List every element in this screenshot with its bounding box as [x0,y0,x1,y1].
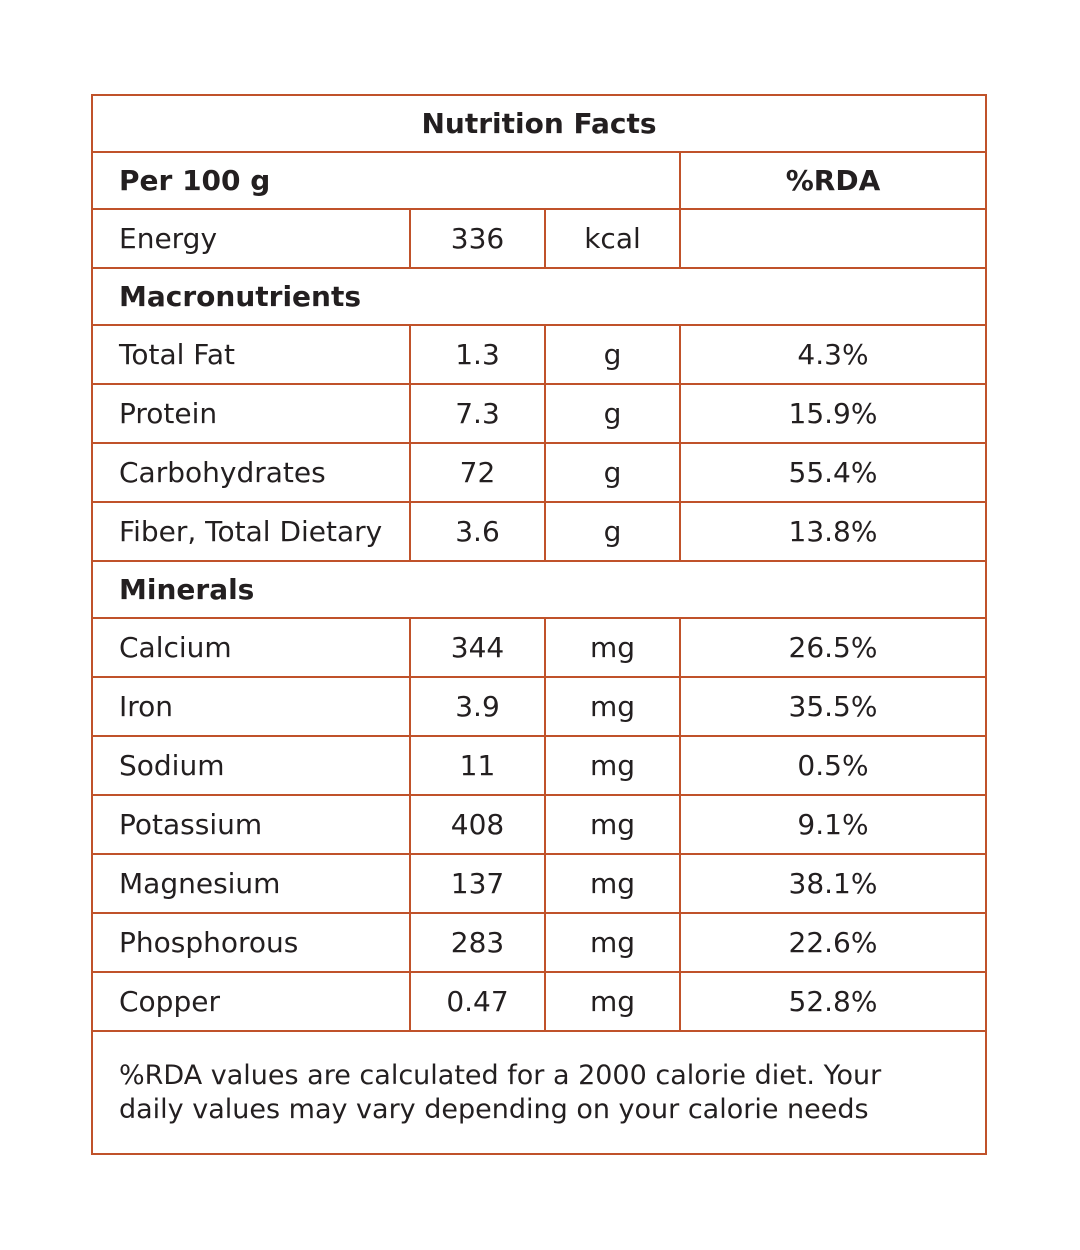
nutrient-value: 3.6 [409,501,546,562]
nutrient-value: 344 [409,617,546,678]
nutrient-name: Copper [91,971,411,1032]
nutrient-rda: 4.3% [679,324,987,385]
nutrient-name: Phosphorous [91,912,411,973]
nutrient-name: Carbohydrates [91,442,411,503]
nutrient-value: 0.47 [409,971,546,1032]
nutrient-name: Fiber, Total Dietary [91,501,411,562]
header-rda: %RDA [679,151,987,210]
rda-cell [679,208,987,269]
table-title: Nutrition Facts [91,94,987,153]
footnote-line: daily values may vary depending on your … [119,1093,869,1125]
nutrient-value: 1.3 [409,324,546,385]
nutrient-rda: 52.8% [679,971,987,1032]
nutrient-value: 336 [409,208,546,269]
nutrient-unit: mg [544,676,681,737]
nutrient-unit: g [544,501,681,562]
nutrient-rda: 22.6% [679,912,987,973]
nutrient-value: 137 [409,853,546,914]
nutrient-rda: 13.8% [679,501,987,562]
nutrient-name: Energy [91,208,411,269]
section-title: Minerals [91,560,987,619]
nutrient-value: 72 [409,442,546,503]
nutrient-value: 11 [409,735,546,796]
nutrient-unit: mg [544,853,681,914]
header-basis: Per 100 g [91,151,681,210]
nutrient-unit: mg [544,617,681,678]
nutrient-unit: mg [544,794,681,855]
nutrient-name: Magnesium [91,853,411,914]
nutrient-unit: g [544,324,681,385]
nutrient-name: Calcium [91,617,411,678]
nutrient-value: 7.3 [409,383,546,444]
nutrient-name: Total Fat [91,324,411,385]
nutrient-unit: g [544,383,681,444]
nutrient-unit: g [544,442,681,503]
nutrient-rda: 35.5% [679,676,987,737]
nutrient-rda: 15.9% [679,383,987,444]
nutrient-value: 408 [409,794,546,855]
nutrient-rda: 38.1% [679,853,987,914]
footnote: %RDA values are calculated for a 2000 ca… [91,1030,987,1155]
nutrient-rda: 0.5% [679,735,987,796]
nutrient-unit: kcal [544,208,681,269]
nutrient-rda: 9.1% [679,794,987,855]
nutrient-name: Potassium [91,794,411,855]
section-title: Macronutrients [91,267,987,326]
nutrient-value: 283 [409,912,546,973]
nutrient-unit: mg [544,912,681,973]
nutrient-name: Protein [91,383,411,444]
nutrient-rda: 55.4% [679,442,987,503]
nutrient-rda: 26.5% [679,617,987,678]
nutrient-value: 3.9 [409,676,546,737]
nutrient-name: Sodium [91,735,411,796]
footnote-line: %RDA values are calculated for a 2000 ca… [119,1059,882,1091]
nutrient-name: Iron [91,676,411,737]
nutrient-unit: mg [544,971,681,1032]
nutrient-unit: mg [544,735,681,796]
